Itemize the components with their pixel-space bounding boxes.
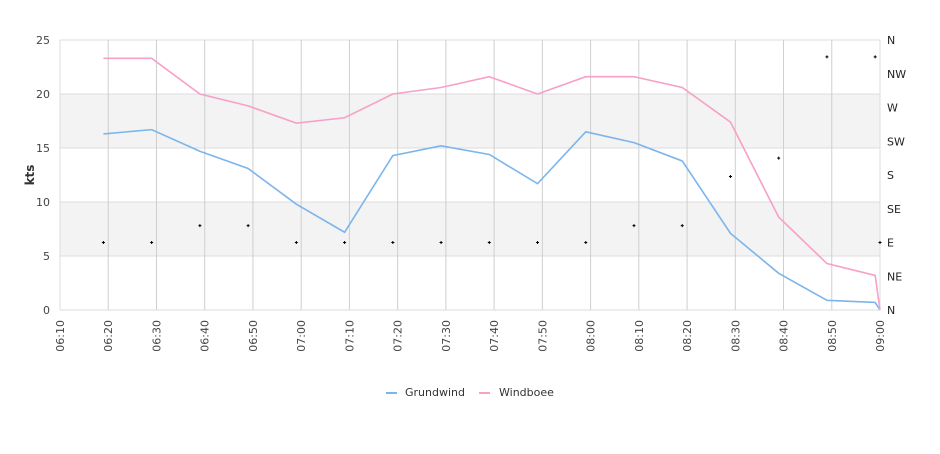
x-tick-label: 08:00 bbox=[585, 320, 598, 352]
x-axis-ticks: 06:10 06:20 06:30 06:40 06:50 07:00 07:10 07:20… bbox=[54, 320, 887, 352]
x-tick-label: 07:00 bbox=[295, 320, 308, 352]
y-tick-label: 10 bbox=[36, 196, 50, 209]
legend-item-windboee[interactable]: Windboee bbox=[479, 386, 554, 399]
direction-marker bbox=[391, 241, 395, 244]
direction-marker bbox=[584, 241, 588, 244]
y2-tick-label: W bbox=[887, 102, 898, 115]
legend: Grundwind Windboee bbox=[386, 386, 554, 399]
direction-marker bbox=[487, 241, 491, 244]
direction-marker bbox=[825, 55, 829, 59]
x-tick-label: 09:00 bbox=[874, 320, 887, 352]
y2-tick-label: NW bbox=[887, 68, 906, 81]
series-line-windboee bbox=[103, 57, 881, 311]
x-tick-label: 06:10 bbox=[54, 320, 67, 352]
x-tick-label: 08:10 bbox=[633, 320, 646, 352]
y-axis-label: kts bbox=[23, 165, 37, 186]
direction-marker bbox=[632, 224, 636, 228]
direction-marker bbox=[878, 241, 882, 244]
plot-band bbox=[60, 202, 880, 256]
legend-windboee-label: Windboee bbox=[499, 386, 554, 399]
direction-marker bbox=[101, 241, 105, 244]
direction-marker bbox=[294, 241, 298, 244]
x-tick-label: 07:20 bbox=[392, 320, 405, 352]
y-tick-label: 15 bbox=[36, 142, 50, 155]
direction-marker bbox=[777, 156, 781, 160]
series-lines bbox=[103, 57, 881, 311]
y2-tick-label: N bbox=[887, 34, 895, 47]
direction-marker bbox=[343, 241, 347, 244]
legend-grundwind-label: Grundwind bbox=[405, 386, 465, 399]
direction-marker bbox=[680, 224, 684, 228]
y-tick-label: 0 bbox=[43, 304, 50, 317]
direction-marker bbox=[150, 241, 154, 244]
x-tick-label: 08:20 bbox=[681, 320, 694, 352]
direction-marker bbox=[246, 224, 250, 228]
x-tick-label: 07:30 bbox=[440, 320, 453, 352]
x-tick-label: 06:30 bbox=[150, 320, 163, 352]
x-tick-label: 07:50 bbox=[536, 320, 549, 352]
direction-marker bbox=[536, 241, 540, 244]
y2-tick-label: SE bbox=[887, 203, 901, 216]
plot-band bbox=[60, 94, 880, 148]
direction-marker bbox=[439, 241, 443, 244]
x-tick-label: 07:10 bbox=[343, 320, 356, 352]
y-tick-label: 5 bbox=[43, 250, 50, 263]
y2-tick-label: S bbox=[887, 169, 894, 182]
direction-markers bbox=[101, 55, 882, 244]
y-tick-label: 20 bbox=[36, 88, 50, 101]
y-axis-ticks: 0 5 10 15 20 25 bbox=[36, 34, 50, 317]
y-tick-label: 25 bbox=[36, 34, 50, 47]
y2-tick-label: SW bbox=[887, 135, 905, 148]
plot-bands bbox=[60, 94, 880, 256]
x-tick-label: 06:20 bbox=[102, 320, 115, 352]
legend-item-grundwind[interactable]: Grundwind bbox=[386, 386, 465, 399]
y2-tick-label: N bbox=[887, 304, 895, 317]
y2-tick-label: E bbox=[887, 237, 894, 250]
x-tick-label: 08:50 bbox=[826, 320, 839, 352]
series-line-grundwind bbox=[103, 128, 881, 311]
y2-tick-label: NE bbox=[887, 270, 902, 283]
direction-marker bbox=[728, 175, 732, 178]
direction-marker bbox=[873, 55, 877, 59]
x-tick-label: 06:40 bbox=[199, 320, 212, 352]
x-tick-label: 07:40 bbox=[488, 320, 501, 352]
x-tick-label: 06:50 bbox=[247, 320, 260, 352]
x-tick-label: 08:40 bbox=[778, 320, 791, 352]
y2-axis-ticks: N NE E SE S SW W NW N bbox=[887, 34, 906, 317]
x-tick-label: 08:30 bbox=[729, 320, 742, 352]
direction-marker bbox=[198, 224, 202, 228]
